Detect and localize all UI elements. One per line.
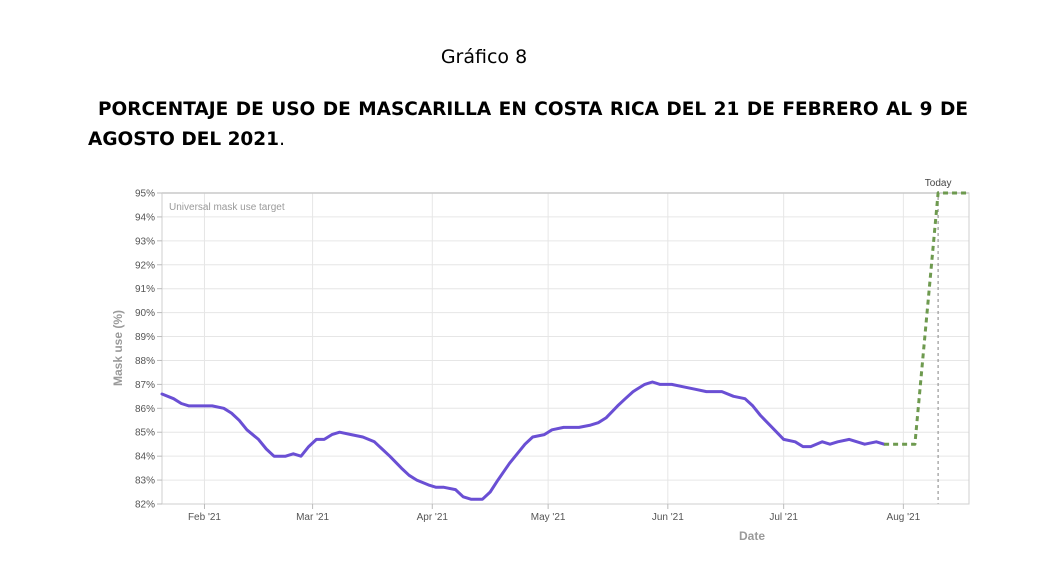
plot-area	[161, 192, 970, 505]
y-tick-label: 84%	[135, 452, 155, 463]
x-tick-label: Jul '21	[769, 512, 798, 523]
x-tick-label: Jun '21	[652, 512, 684, 523]
y-tick-label: 91%	[135, 284, 155, 295]
x-axis-title: Date	[739, 529, 765, 543]
today-annotation: Today	[925, 178, 952, 189]
figure-label: Gráfico 8	[440, 46, 528, 68]
x-tick-label: Apr '21	[417, 512, 449, 523]
y-tick-label: 85%	[135, 428, 155, 439]
series-layer	[160, 191, 969, 501]
x-tick-label: May '21	[531, 512, 566, 523]
y-tick-label: 89%	[135, 332, 155, 343]
projection-series-line	[884, 191, 969, 446]
y-tick-label: 94%	[135, 212, 155, 223]
x-tick-label: Mar '21	[296, 512, 329, 523]
document-title: PORCENTAJE DE USO DE MASCARILLA EN COSTA…	[88, 95, 968, 155]
y-tick-label: 90%	[135, 308, 155, 319]
y-tick-label: 93%	[135, 236, 155, 247]
y-tick-label: 86%	[135, 404, 155, 415]
y-tick-label: 88%	[135, 356, 155, 367]
y-axis-title: Mask use (%)	[111, 310, 125, 386]
y-tick-label: 82%	[135, 500, 155, 511]
document-title-period: .	[279, 129, 285, 150]
x-tick-label: Feb '21	[188, 512, 221, 523]
x-tick-label: Aug '21	[887, 512, 921, 523]
target-annotation: Universal mask use target	[169, 202, 285, 213]
y-tick-label: 92%	[135, 260, 155, 271]
observed-series-line	[160, 380, 886, 501]
y-tick-label: 83%	[135, 476, 155, 487]
y-tick-label: 95%	[135, 189, 155, 200]
y-tick-label: 87%	[135, 380, 155, 391]
axis-ticks: 95% 94% 93% 92% 91% 90% 89% 88% 87% 86% 85% 84% 83% 8…	[135, 189, 921, 524]
document-title-text: PORCENTAJE DE USO DE MASCARILLA EN COSTA…	[88, 99, 968, 150]
